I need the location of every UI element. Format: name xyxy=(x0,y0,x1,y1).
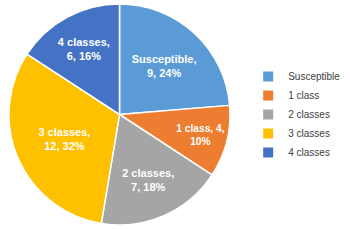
svg-text:2 classes: 2 classes xyxy=(288,109,330,120)
svg-text:3 classes,12, 32%: 3 classes,12, 32% xyxy=(38,126,90,152)
svg-text:4 classes: 4 classes xyxy=(288,147,330,158)
svg-text:Susceptible: Susceptible xyxy=(288,71,340,82)
svg-text:Susceptible,9, 24%: Susceptible,9, 24% xyxy=(132,53,197,79)
svg-text:1 class, 4,10%: 1 class, 4,10% xyxy=(176,123,224,147)
svg-text:1 class: 1 class xyxy=(288,90,319,101)
svg-text:4 classes,6, 16%: 4 classes,6, 16% xyxy=(58,36,110,62)
svg-text:2 classes,7, 18%: 2 classes,7, 18% xyxy=(122,167,174,193)
svg-text:3 classes: 3 classes xyxy=(288,128,330,139)
